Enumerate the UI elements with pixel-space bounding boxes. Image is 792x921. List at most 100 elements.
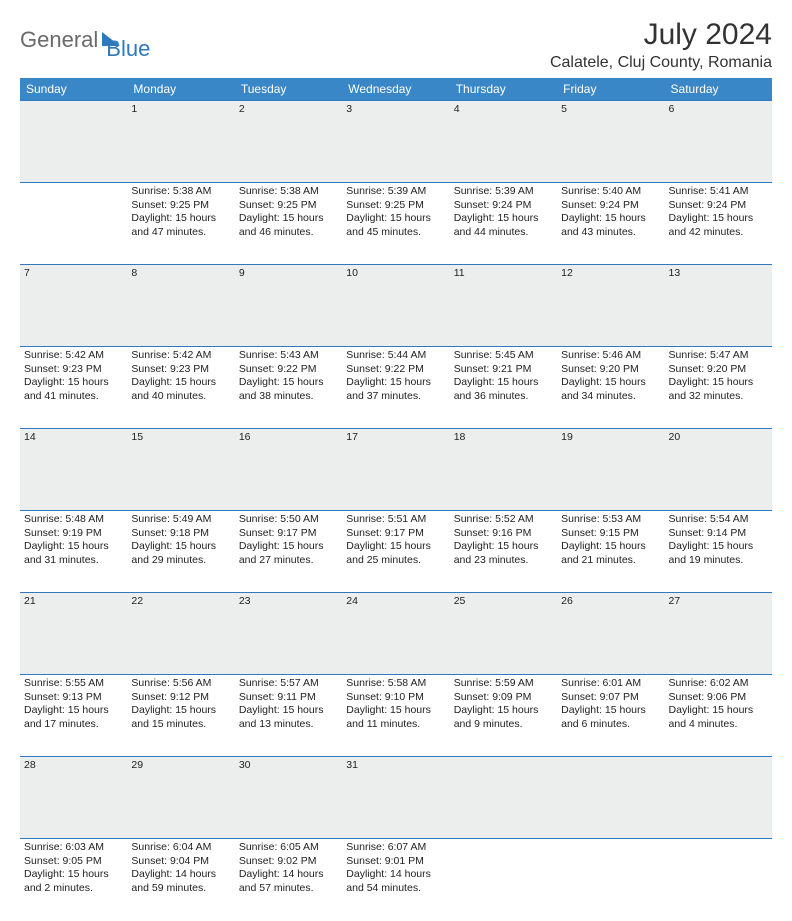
sunset-text: Sunset: 9:20 PM <box>561 363 660 377</box>
day-cell <box>20 183 127 265</box>
sunset-text: Sunset: 9:24 PM <box>454 199 553 213</box>
logo: General Blue <box>20 18 150 62</box>
day-cell: Sunrise: 5:53 AMSunset: 9:15 PMDaylight:… <box>557 511 664 593</box>
day-cell: Sunrise: 5:49 AMSunset: 9:18 PMDaylight:… <box>127 511 234 593</box>
day-number: 5 <box>557 101 664 183</box>
day-cell: Sunrise: 5:39 AMSunset: 9:25 PMDaylight:… <box>342 183 449 265</box>
day-number <box>665 757 772 839</box>
day1-text: Daylight: 15 hours <box>131 376 230 390</box>
day2-text: and 13 minutes. <box>239 718 338 732</box>
day-content-row: Sunrise: 5:42 AMSunset: 9:23 PM Daylight:… <box>20 347 772 429</box>
day2-text: and 44 minutes. <box>454 226 553 240</box>
sunrise-text: Sunrise: 5:43 AM <box>239 349 338 363</box>
day2-text: and 54 minutes. <box>346 882 445 896</box>
day-cell: Sunrise: 6:05 AMSunset: 9:02 PMDaylight:… <box>235 839 342 921</box>
sunrise-text: Sunrise: 5:41 AM <box>669 185 768 199</box>
day-cell: Sunrise: 5:48 AMSunset: 9:19 PMDaylight:… <box>20 511 127 593</box>
day-cell: Sunrise: 5:51 AMSunset: 9:17 PMDaylight:… <box>342 511 449 593</box>
sunrise-text: Sunrise: 5:39 AM <box>346 185 445 199</box>
sunset-text: Sunset: 9:05 PM <box>24 855 123 869</box>
day1-text: Daylight: 15 hours <box>454 212 553 226</box>
day1-text: Daylight: 15 hours <box>239 540 338 554</box>
day-number-row: 21222324252627 <box>20 593 772 675</box>
day-number: 16 <box>235 429 342 511</box>
day-number: 14 <box>20 429 127 511</box>
day-number: 11 <box>450 265 557 347</box>
sunset-text: Sunset: 9:16 PM <box>454 527 553 541</box>
day2-text: and 19 minutes. <box>669 554 768 568</box>
sunrise-text: Sunrise: 5:46 AM <box>561 349 660 363</box>
sunrise-text: Sunrise: 5:52 AM <box>454 513 553 527</box>
weekday-header: Friday <box>557 78 664 101</box>
sunset-text: Sunset: 9:12 PM <box>131 691 230 705</box>
sunrise-text: Sunrise: 5:58 AM <box>346 677 445 691</box>
day1-text: Daylight: 15 hours <box>346 540 445 554</box>
sunset-text: Sunset: 9:25 PM <box>131 199 230 213</box>
day1-text: Daylight: 15 hours <box>346 704 445 718</box>
day1-text: Daylight: 15 hours <box>561 704 660 718</box>
day2-text: and 27 minutes. <box>239 554 338 568</box>
day-number: 19 <box>557 429 664 511</box>
sunset-text: Sunset: 9:23 PM <box>24 363 123 377</box>
sunset-text: Sunset: 9:22 PM <box>346 363 445 377</box>
sunrise-text: Sunrise: 5:38 AM <box>131 185 230 199</box>
day1-text: Daylight: 15 hours <box>239 376 338 390</box>
day-number: 9 <box>235 265 342 347</box>
day-cell: Sunrise: 5:38 AMSunset: 9:25 PMDaylight:… <box>235 183 342 265</box>
sunset-text: Sunset: 9:01 PM <box>346 855 445 869</box>
day2-text: and 4 minutes. <box>669 718 768 732</box>
day-number: 7 <box>20 265 127 347</box>
sunset-text: Sunset: 9:20 PM <box>669 363 768 377</box>
location-label: Calatele, Cluj County, Romania <box>550 54 772 72</box>
day-cell: Sunrise: 6:03 AMSunset: 9:05 PMDaylight:… <box>20 839 127 921</box>
sunrise-text: Sunrise: 6:03 AM <box>24 841 123 855</box>
day-number: 6 <box>665 101 772 183</box>
day-number-row: 28293031 <box>20 757 772 839</box>
day-cell: Sunrise: 5:42 AMSunset: 9:23 PMDaylight:… <box>127 347 234 429</box>
weekday-header-row: Sunday Monday Tuesday Wednesday Thursday… <box>20 78 772 101</box>
weekday-header: Wednesday <box>342 78 449 101</box>
weekday-header: Saturday <box>665 78 772 101</box>
day2-text: and 2 minutes. <box>24 882 123 896</box>
day-cell: Sunrise: 5:46 AMSunset: 9:20 PMDaylight:… <box>557 347 664 429</box>
sunset-text: Sunset: 9:07 PM <box>561 691 660 705</box>
weekday-header: Tuesday <box>235 78 342 101</box>
day-number-row: 123456 <box>20 101 772 183</box>
day-number: 24 <box>342 593 449 675</box>
sunrise-text: Sunrise: 5:39 AM <box>454 185 553 199</box>
sunset-text: Sunset: 9:13 PM <box>24 691 123 705</box>
day-cell: Sunrise: 5:42 AMSunset: 9:23 PMDaylight:… <box>20 347 127 429</box>
day-number: 3 <box>342 101 449 183</box>
day2-text: and 59 minutes. <box>131 882 230 896</box>
day-number: 31 <box>342 757 449 839</box>
sunrise-text: Sunrise: 5:51 AM <box>346 513 445 527</box>
day2-text: and 38 minutes. <box>239 390 338 404</box>
day1-text: Daylight: 15 hours <box>669 376 768 390</box>
weekday-header: Sunday <box>20 78 127 101</box>
day1-text: Daylight: 14 hours <box>346 868 445 882</box>
day-number-row: 78910111213 <box>20 265 772 347</box>
sunrise-text: Sunrise: 5:42 AM <box>24 349 123 363</box>
day-number: 2 <box>235 101 342 183</box>
day1-text: Daylight: 15 hours <box>454 540 553 554</box>
day1-text: Daylight: 15 hours <box>561 212 660 226</box>
day-number: 12 <box>557 265 664 347</box>
day1-text: Daylight: 15 hours <box>24 540 123 554</box>
day-cell: Sunrise: 5:50 AMSunset: 9:17 PMDaylight:… <box>235 511 342 593</box>
title-block: July 2024 Calatele, Cluj County, Romania <box>550 18 772 72</box>
day-cell <box>665 839 772 921</box>
weekday-header: Monday <box>127 78 234 101</box>
sunset-text: Sunset: 9:10 PM <box>346 691 445 705</box>
sunset-text: Sunset: 9:06 PM <box>669 691 768 705</box>
sunrise-text: Sunrise: 6:05 AM <box>239 841 338 855</box>
day1-text: Daylight: 15 hours <box>131 212 230 226</box>
day1-text: Daylight: 15 hours <box>454 376 553 390</box>
sunset-text: Sunset: 9:24 PM <box>561 199 660 213</box>
day-content-row: Sunrise: 5:38 AMSunset: 9:25 PMDaylight:… <box>20 183 772 265</box>
sunset-text: Sunset: 9:04 PM <box>131 855 230 869</box>
sunrise-text: Sunrise: 6:01 AM <box>561 677 660 691</box>
day-number: 23 <box>235 593 342 675</box>
sunset-text: Sunset: 9:02 PM <box>239 855 338 869</box>
day1-text: Daylight: 15 hours <box>24 868 123 882</box>
sunrise-text: Sunrise: 5:55 AM <box>24 677 123 691</box>
